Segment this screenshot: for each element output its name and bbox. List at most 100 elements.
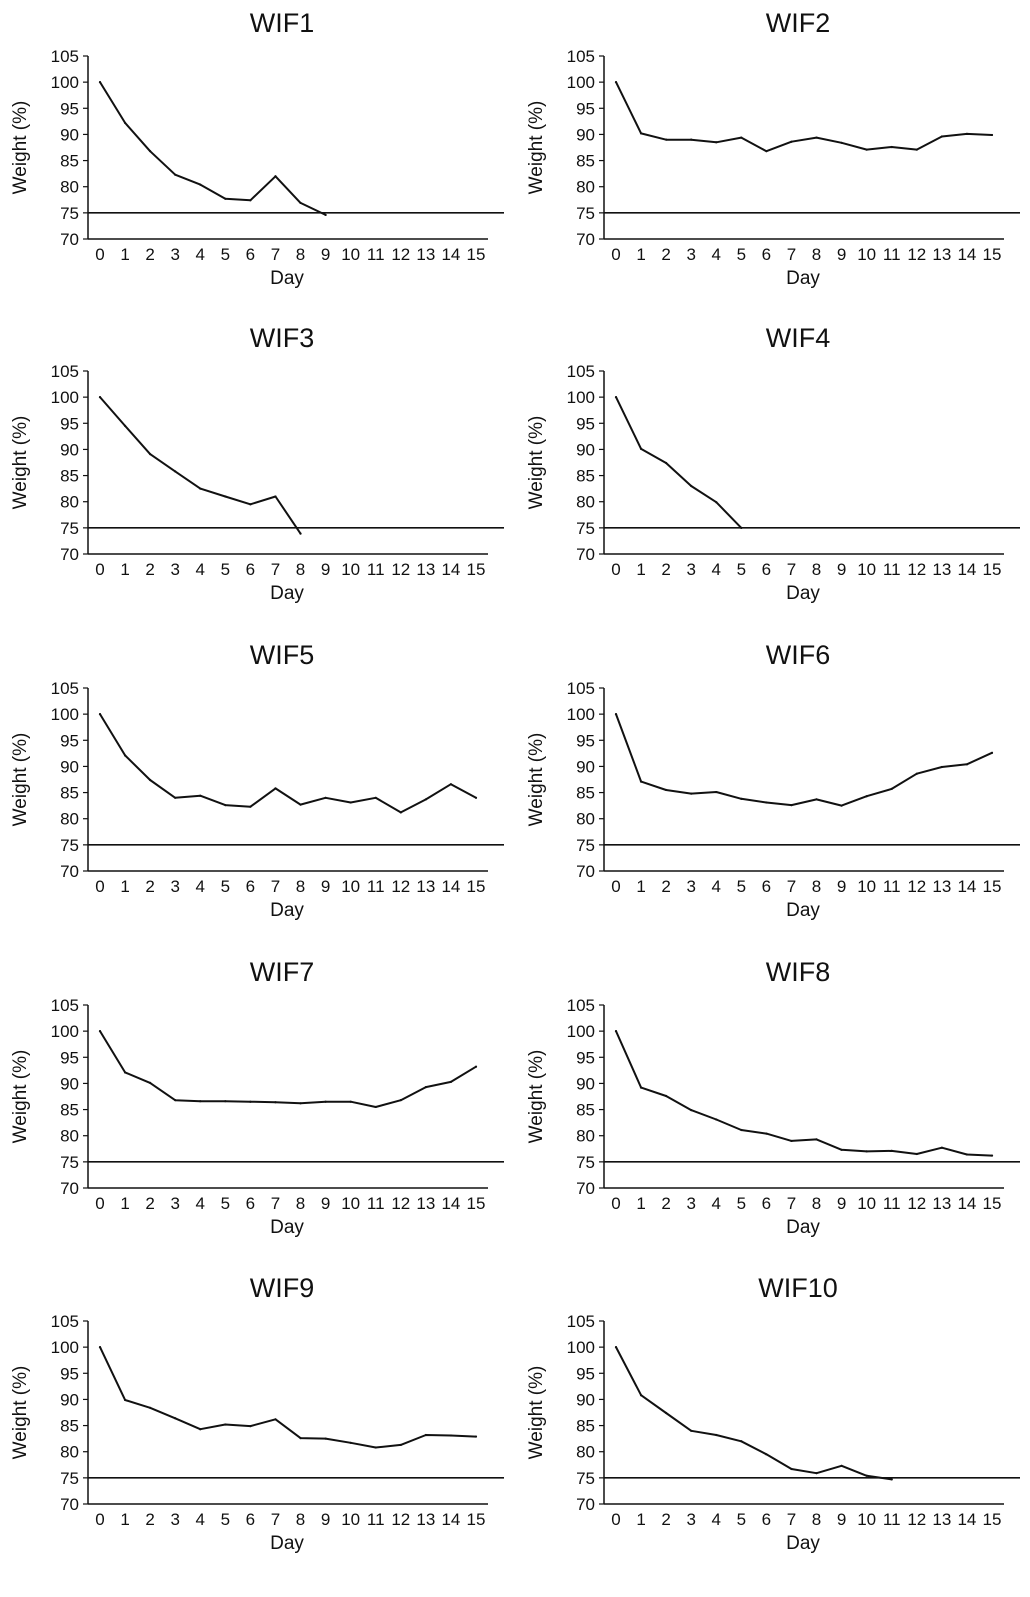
chart-8-y-tick-label: 80	[576, 1127, 595, 1146]
chart-9-data-point	[274, 1418, 277, 1421]
chart-2-y-tick-label: 90	[576, 125, 595, 144]
chart-4-x-tick-label: 8	[812, 560, 821, 579]
chart-1-data-point	[274, 175, 277, 178]
chart-7-x-tick-label: 10	[341, 1194, 360, 1213]
chart-10-data-point	[690, 1429, 693, 1432]
chart-8-data-point	[740, 1128, 743, 1132]
chart-1-data-point	[324, 213, 327, 217]
chart-10-x-tick-label: 8	[812, 1510, 821, 1529]
chart-2-x-tick-label: 13	[932, 245, 951, 264]
chart-8-x-tick-label: 0	[611, 1194, 620, 1213]
chart-8-y-tick-label: 105	[567, 996, 595, 1015]
chart-2-series-line	[615, 81, 993, 153]
chart-7-y-tick-label: 70	[60, 1179, 79, 1198]
chart-9-x-tick-label: 0	[95, 1510, 104, 1529]
chart-7-title: WIF7	[250, 957, 315, 987]
chart-4-y-tick-label: 100	[567, 388, 595, 407]
chart-9-y-tick-label: 95	[60, 1364, 79, 1383]
chart-8-data-point	[790, 1139, 793, 1143]
chart-5-y-tick-label: 95	[60, 731, 79, 750]
chart-1-data-point	[249, 199, 252, 202]
chart-7-y-tick-label: 105	[51, 996, 79, 1015]
chart-4-x-axis-label: Day	[786, 583, 820, 604]
chart-1-x-tick-label: 11	[367, 245, 385, 264]
chart-2-x-tick-label: 7	[787, 245, 796, 264]
chart-6-x-tick-label: 15	[983, 877, 1002, 896]
chart-4-x-tick-label: 6	[762, 560, 771, 579]
chart-1-series-line	[99, 81, 327, 216]
chart-2-x-tick-label: 5	[737, 245, 746, 264]
chart-2-title: WIF2	[766, 8, 831, 38]
chart-3-data-point	[98, 396, 102, 399]
chart-9-data-point	[474, 1435, 478, 1438]
chart-5-title: WIF5	[250, 640, 315, 670]
chart-5-series-line	[99, 713, 477, 814]
chart-7-x-tick-label: 8	[296, 1194, 305, 1213]
chart-8-x-tick-label: 3	[686, 1194, 695, 1213]
chart-6-title: WIF6	[766, 640, 831, 670]
chart-3-x-tick-label: 10	[341, 560, 360, 579]
chart-6-data-point	[639, 780, 643, 783]
chart-1-x-tick-label: 5	[221, 245, 230, 264]
chart-5-y-tick-label: 90	[60, 757, 79, 776]
chart-6-y-tick-label: 90	[576, 757, 595, 776]
chart-2-y-tick-label: 100	[567, 73, 595, 92]
chart-8-x-tick-label: 11	[883, 1194, 901, 1213]
chart-1-x-tick-label: 0	[95, 245, 104, 264]
chart-6-data-point	[614, 713, 618, 716]
chart-6-data-point	[665, 788, 668, 792]
chart-6-x-tick-label: 4	[712, 877, 721, 896]
chart-1-y-tick-label: 85	[60, 152, 79, 171]
chart-1-x-tick-label: 9	[321, 245, 330, 264]
chart-4-y-tick-label: 85	[576, 467, 595, 486]
chart-7-data-point	[149, 1081, 152, 1085]
chart-7-data-point	[123, 1071, 127, 1074]
chart-3-x-tick-label: 11	[367, 560, 385, 579]
chart-10-x-tick-label: 14	[957, 1510, 976, 1529]
chart-8-y-tick-label: 85	[576, 1101, 595, 1120]
chart-9-x-tick-label: 6	[246, 1510, 255, 1529]
chart-2-data-point	[790, 140, 793, 143]
chart-10-data-point	[765, 1453, 768, 1456]
chart-5-data-point	[98, 713, 102, 716]
chart-3-x-axis-label: Day	[270, 583, 304, 604]
chart-4-y-tick-label: 75	[576, 519, 595, 538]
chart-9-x-tick-label: 13	[416, 1510, 435, 1529]
chart-6-y-tick-label: 75	[576, 836, 595, 855]
chart-10-y-tick-label: 90	[576, 1390, 595, 1409]
chart-2-data-point	[614, 81, 618, 84]
chart-9-data-point	[324, 1437, 327, 1440]
chart-10-x-tick-label: 1	[636, 1510, 645, 1529]
chart-7-y-tick-label: 100	[51, 1022, 79, 1041]
chart-10-data-point	[815, 1472, 818, 1475]
chart-1-x-tick-label: 6	[246, 245, 255, 264]
chart-10-data-point	[840, 1464, 843, 1467]
chart-5-y-axis-label: Weight (%)	[10, 733, 31, 827]
chart-7-y-tick-label: 80	[60, 1127, 79, 1146]
chart-7-x-tick-label: 13	[416, 1194, 435, 1213]
chart-1-y-tick-label: 75	[60, 204, 79, 223]
chart-3-x-tick-label: 6	[246, 560, 255, 579]
chart-8-y-tick-label: 95	[576, 1048, 595, 1067]
chart-1-x-tick-label: 13	[416, 245, 435, 264]
chart-6-data-point	[990, 751, 994, 754]
chart-2-x-tick-label: 14	[957, 245, 976, 264]
chart-6-data-point	[765, 801, 768, 804]
chart-6-y-tick-label: 105	[567, 679, 595, 698]
chart-8-y-tick-label: 75	[576, 1153, 595, 1172]
chart-6-y-axis-label: Weight (%)	[526, 733, 547, 827]
chart-7-x-tick-label: 6	[246, 1194, 255, 1213]
chart-3-data-point	[199, 487, 202, 490]
chart-2-data-point	[815, 136, 818, 139]
chart-5-data-point	[424, 798, 427, 801]
chart-1-data-point	[123, 121, 127, 125]
chart-2-y-tick-label: 75	[576, 204, 595, 223]
chart-2-x-tick-label: 8	[812, 245, 821, 264]
chart-2-data-point	[740, 136, 743, 139]
chart-6-x-tick-label: 12	[907, 877, 926, 896]
